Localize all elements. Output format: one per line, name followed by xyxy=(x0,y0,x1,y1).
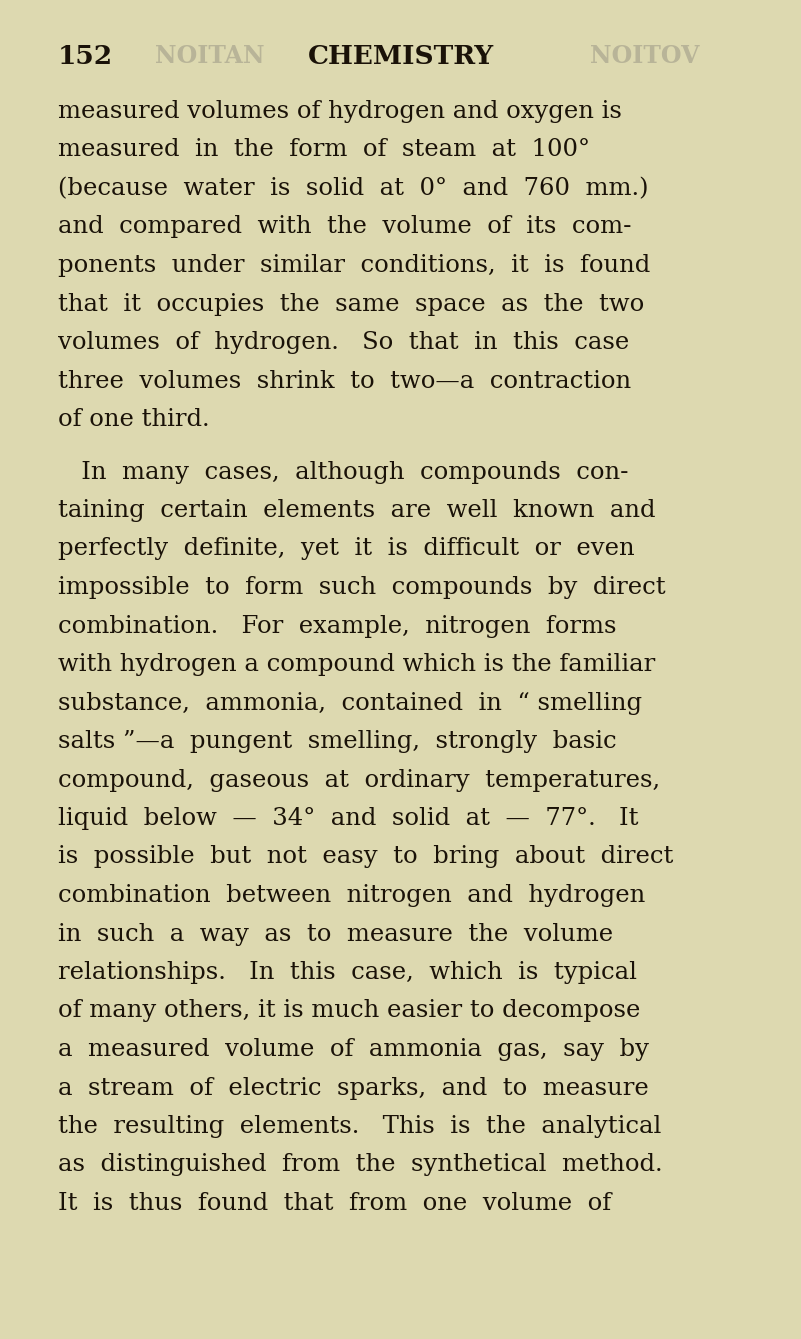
Text: relationships.   In  this  case,  which  is  typical: relationships. In this case, which is ty… xyxy=(58,961,637,984)
Text: of one third.: of one third. xyxy=(58,408,210,431)
Text: NOITOV: NOITOV xyxy=(590,44,699,68)
Text: compound,  gaseous  at  ordinary  temperatures,: compound, gaseous at ordinary temperatur… xyxy=(58,769,660,791)
Text: of many others, it is much easier to decompose: of many others, it is much easier to dec… xyxy=(58,999,640,1023)
Text: is  possible  but  not  easy  to  bring  about  direct: is possible but not easy to bring about … xyxy=(58,845,674,869)
Text: In  many  cases,  although  compounds  con-: In many cases, although compounds con- xyxy=(58,461,629,483)
Text: combination.   For  example,  nitrogen  forms: combination. For example, nitrogen forms xyxy=(58,615,617,637)
Text: in  such  a  way  as  to  measure  the  volume: in such a way as to measure the volume xyxy=(58,923,613,945)
Text: 152: 152 xyxy=(58,44,113,70)
Text: liquid  below  —  34°  and  solid  at  —  77°.   It: liquid below — 34° and solid at — 77°. I… xyxy=(58,807,638,830)
Text: ponents  under  similar  conditions,  it  is  found: ponents under similar conditions, it is … xyxy=(58,254,650,277)
Text: NOITAN: NOITAN xyxy=(155,44,264,68)
Text: measured volumes of hydrogen and oxygen is: measured volumes of hydrogen and oxygen … xyxy=(58,100,622,123)
Text: measured  in  the  form  of  steam  at  100°: measured in the form of steam at 100° xyxy=(58,138,590,162)
Text: substance,  ammonia,  contained  in  “ smelling: substance, ammonia, contained in “ smell… xyxy=(58,691,642,715)
Text: combination  between  nitrogen  and  hydrogen: combination between nitrogen and hydroge… xyxy=(58,884,646,907)
Text: with hydrogen a compound which is the familiar: with hydrogen a compound which is the fa… xyxy=(58,653,655,676)
Text: as  distinguished  from  the  synthetical  method.: as distinguished from the synthetical me… xyxy=(58,1153,662,1177)
Text: that  it  occupies  the  same  space  as  the  two: that it occupies the same space as the t… xyxy=(58,292,644,316)
Text: volumes  of  hydrogen.   So  that  in  this  case: volumes of hydrogen. So that in this cas… xyxy=(58,331,630,353)
Text: (because  water  is  solid  at  0°  and  760  mm.): (because water is solid at 0° and 760 mm… xyxy=(58,177,649,200)
Text: the  resulting  elements.   This  is  the  analytical: the resulting elements. This is the anal… xyxy=(58,1115,662,1138)
Text: and  compared  with  the  volume  of  its  com-: and compared with the volume of its com- xyxy=(58,216,631,238)
Text: salts ”—a  pungent  smelling,  strongly  basic: salts ”—a pungent smelling, strongly bas… xyxy=(58,730,617,753)
Text: a  measured  volume  of  ammonia  gas,  say  by: a measured volume of ammonia gas, say by xyxy=(58,1038,649,1060)
Text: It  is  thus  found  that  from  one  volume  of: It is thus found that from one volume of xyxy=(58,1192,611,1214)
Text: three  volumes  shrink  to  two—a  contraction: three volumes shrink to two—a contractio… xyxy=(58,370,631,392)
Text: perfectly  definite,  yet  it  is  difficult  or  even: perfectly definite, yet it is difficult … xyxy=(58,537,634,561)
Text: CHEMISTRY: CHEMISTRY xyxy=(308,44,494,70)
Text: a  stream  of  electric  sparks,  and  to  measure: a stream of electric sparks, and to meas… xyxy=(58,1077,649,1099)
Text: impossible  to  form  such  compounds  by  direct: impossible to form such compounds by dir… xyxy=(58,576,666,599)
Text: taining  certain  elements  are  well  known  and: taining certain elements are well known … xyxy=(58,499,655,522)
